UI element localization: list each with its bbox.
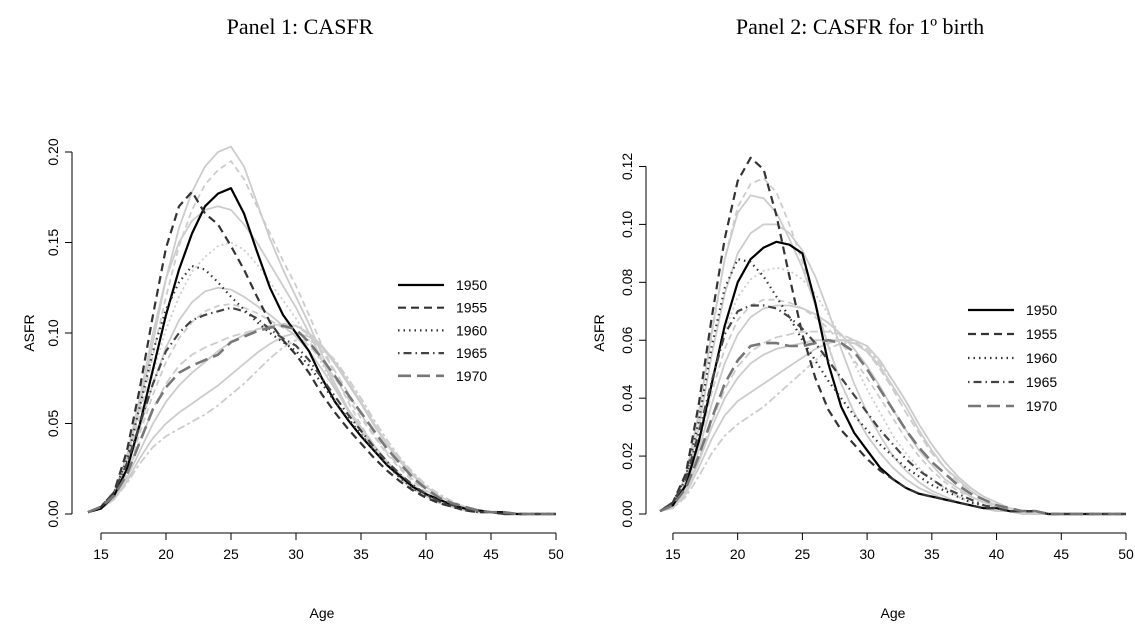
legend-label-1960: 1960 bbox=[1026, 350, 1057, 366]
series-line-1965 bbox=[659, 304, 1126, 516]
series-line-1955 bbox=[659, 156, 1126, 516]
y-tick-label: 0.06 bbox=[619, 326, 635, 353]
series-line-1970 bbox=[87, 324, 556, 516]
y-tick-label: 0.02 bbox=[619, 442, 635, 469]
series-line-1965 bbox=[87, 306, 556, 516]
x-axis-title: Age bbox=[881, 605, 906, 621]
y-tick-label: 0.00 bbox=[619, 500, 635, 527]
x-tick-label: 50 bbox=[548, 546, 564, 562]
background-series-line bbox=[87, 241, 556, 515]
x-tick-label: 50 bbox=[1118, 546, 1134, 562]
background-series-line bbox=[87, 286, 556, 515]
legend-label-1955: 1955 bbox=[1026, 326, 1057, 342]
legend-label-1970: 1970 bbox=[1026, 398, 1057, 414]
background-series-line bbox=[659, 339, 1126, 515]
legend-label-1955: 1955 bbox=[456, 300, 487, 316]
legend-label-1970: 1970 bbox=[456, 368, 487, 384]
background-series-line bbox=[87, 339, 556, 515]
y-tick-label: 0.10 bbox=[45, 319, 61, 346]
x-tick-label: 30 bbox=[288, 546, 304, 562]
x-tick-label: 25 bbox=[223, 546, 239, 562]
series-line-1960 bbox=[659, 258, 1126, 516]
legend-label-1950: 1950 bbox=[456, 277, 487, 293]
legend-label-1960: 1960 bbox=[456, 322, 487, 338]
y-tick-label: 0.12 bbox=[619, 153, 635, 180]
x-tick-label: 35 bbox=[924, 546, 940, 562]
x-axis-title: Age bbox=[310, 605, 335, 621]
x-tick-label: 30 bbox=[859, 546, 875, 562]
legend-label-1950: 1950 bbox=[1026, 302, 1057, 318]
series-line-1970 bbox=[659, 338, 1126, 516]
x-tick-label: 15 bbox=[665, 546, 681, 562]
y-tick-label: 0.15 bbox=[45, 229, 61, 256]
legend: 1950 1955 1960 1965 1970 bbox=[398, 277, 487, 384]
x-tick-label: 20 bbox=[730, 546, 746, 562]
x-tick-label: 15 bbox=[93, 546, 109, 562]
background-series-line bbox=[659, 339, 1126, 515]
legend: 1950 1955 1960 1965 1970 bbox=[968, 302, 1057, 414]
y-tick-label: 0.20 bbox=[45, 138, 61, 165]
x-tick-label: 40 bbox=[989, 546, 1005, 562]
panel-2-title: Panel 2: CASFR for 1º birth bbox=[735, 14, 985, 39]
background-series-line bbox=[659, 342, 1126, 515]
x-tick-label: 25 bbox=[795, 546, 811, 562]
background-series-line bbox=[659, 223, 1126, 515]
background-series-line bbox=[659, 330, 1126, 515]
x-tick-label: 45 bbox=[1053, 546, 1069, 562]
y-tick-label: 0.04 bbox=[619, 384, 635, 411]
x-tick-label: 20 bbox=[158, 546, 174, 562]
y-axis-title: ASFR bbox=[591, 314, 607, 351]
panel-1-title: Panel 1: CASFR bbox=[226, 14, 374, 39]
series-line-1955 bbox=[87, 190, 556, 516]
y-tick-label: 0.05 bbox=[45, 410, 61, 437]
background-series-line bbox=[659, 177, 1126, 515]
legend-label-1965: 1965 bbox=[456, 345, 487, 361]
x-tick-label: 35 bbox=[353, 546, 369, 562]
x-tick-label: 40 bbox=[418, 546, 434, 562]
x-tick-label: 45 bbox=[483, 546, 499, 562]
y-axis-title: ASFR bbox=[21, 314, 37, 351]
legend-label-1965: 1965 bbox=[1026, 374, 1057, 390]
y-tick-label: 0.10 bbox=[619, 211, 635, 238]
y-tick-label: 0.08 bbox=[619, 268, 635, 295]
y-tick-label: 0.00 bbox=[45, 500, 61, 527]
background-series-line bbox=[87, 323, 556, 515]
panel-2-plot: 15 20 25 30 35 40 45 50 Age 0.00 0.02 0.04 0.06 0.08 0… bbox=[591, 153, 1134, 621]
panel-1-plot: 15 20 25 30 35 40 45 50 Age 0.00 0.05 0.10 0.15 0.20 A… bbox=[21, 138, 564, 621]
